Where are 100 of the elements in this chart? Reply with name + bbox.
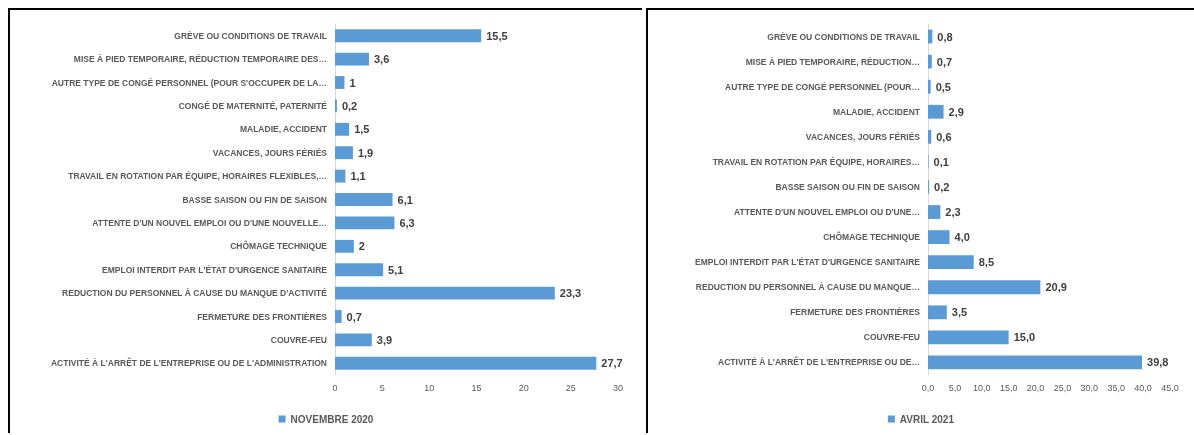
bar [928,330,1009,345]
data-label: 1,5 [354,123,370,136]
bar [335,286,555,300]
y-tick-label: AUTRE TYPE DE CONGÉ PERSONNEL (POUR… [725,81,920,92]
y-tick-label: EMPLOI INTERDIT PAR L'ÉTAT D'URGENCE SANITAIRE [695,257,921,268]
x-tick-label: 25 [565,382,576,393]
legend-label: NOVEMBRE 2020 [290,413,374,425]
data-label: 20,9 [1045,281,1067,294]
y-tick-label: ACTIVITÉ À L'ARRÊT DE L'ENTREPRISE OU DE L'ADMINISTRATION [50,357,327,369]
bar [928,355,1143,370]
y-tick-label: VACANCES, JOURS FÉRIÉS [805,131,921,142]
data-label: 1,9 [357,146,374,159]
x-tick-label: 15,0 [999,382,1018,393]
data-label: 3,9 [376,333,393,346]
bar [335,356,597,370]
data-label: 4,0 [954,231,970,244]
y-tick-label: MISE À PIED TEMPORAIRE, RÉDUCTION TEMPORAIRE DES… [73,54,327,65]
data-label: 0,6 [936,130,952,143]
y-tick-label: EMPLOI INTERDIT PAR L'ÉTAT D'URGENCE SANITAIRE [102,264,328,275]
bar [335,239,354,253]
data-label: 0,2 [341,99,358,112]
data-label: 1 [349,76,356,89]
data-label: 6,1 [397,193,413,206]
x-tick-label: 40,0 [1134,382,1152,393]
y-tick-label: COUVRE-FEU [270,334,327,345]
bar [928,230,950,244]
bar [335,122,350,136]
y-tick-label: MALADIE, ACCIDENT [239,124,328,135]
data-label: 0,2 [934,180,950,193]
bar [928,305,947,320]
bar [928,104,944,119]
x-tick-label: 10,0 [973,382,991,393]
y-tick-label: AUTRE TYPE DE CONGÉ PERSONNEL (POUR S'OCCUPER DE LA… [51,77,327,88]
data-label: 5,1 [388,263,404,276]
data-label: 0,1 [933,155,949,168]
bar [335,29,482,43]
data-label: 8,5 [978,256,995,269]
y-tick-label: GRÈVE OU CONDITIONS DE TRAVAIL [767,31,920,42]
x-tick-label: 5,0 [948,382,962,393]
x-tick-label: 10 [424,382,435,393]
y-tick-label: FERMETURE DES FRONTIÈRES [197,311,328,322]
y-tick-label: CHÔMAGE TECHNIQUE [230,240,328,252]
data-label: 0,5 [935,80,951,93]
x-tick-label: 35,0 [1107,382,1125,393]
data-label: 15,5 [486,29,508,42]
y-tick-label: REDUCTION DU PERSONNEL À CAUSE DU MANQUE D'ACTIVITÉ [62,288,328,299]
data-label: 27,7 [601,357,623,370]
data-label: 0,8 [937,30,953,43]
bar [928,280,1041,295]
data-label: 0,7 [346,310,362,323]
y-tick-label: BASSE SAISON OU FIN DE SAISON [775,181,920,192]
data-label: 3,6 [373,53,390,66]
data-label: 2,9 [948,105,964,118]
x-tick-label: 15 [471,382,482,393]
data-label: 23,3 [559,287,582,300]
data-label: 1,1 [350,170,366,183]
data-label: 3,5 [951,306,968,319]
y-tick-label: COUVRE-FEU [863,332,920,343]
x-tick-label: 20 [518,382,529,393]
y-tick-label: TRAVAIL EN ROTATION PAR ÉQUIPE, HORAIRES FLEXIBLES,… [68,171,327,182]
x-tick-label: 20,0 [1026,382,1045,393]
x-tick-label: 0 [332,382,338,393]
y-tick-label: ACTIVITÉ À L'ARRÊT DE L'ENTREPRISE OU DE… [718,356,920,368]
y-tick-label: ATTENTE D'UN NOUVEL EMPLOI OU D'UNE NOUVELLE… [92,217,327,228]
bar [928,205,941,219]
x-tick-label: 30,0 [1080,382,1099,393]
data-label: 39,8 [1147,356,1169,369]
y-tick-label: MALADIE, ACCIDENT [832,106,921,117]
bar [335,193,393,206]
bar [335,146,353,160]
bar [928,54,932,69]
y-tick-label: TRAVAIL EN ROTATION PAR ÉQUIPE, HORAIRES… [712,156,920,167]
bar [928,255,974,270]
bar [335,76,345,89]
data-label: 2 [358,240,365,253]
data-label: 15,0 [1013,331,1036,344]
y-tick-label: CONGÉ DE MATERNITÉ, PATERNITÉ [178,100,328,111]
bar [928,129,932,144]
y-tick-label: REDUCTION DU PERSONNEL À CAUSE DU MANQUE… [695,282,920,293]
y-tick-label: BASSE SAISON OU FIN DE SAISON [182,194,327,205]
y-tick-label: FERMETURE DES FRONTIÈRES [790,307,921,318]
y-tick-label: MISE À PIED TEMPORAIRE, RÉDUCTION… [745,56,920,67]
bar [335,310,342,323]
x-tick-label: 30 [612,382,624,393]
legend-label: AVRIL 2021 [899,413,955,425]
x-tick-label: 0,0 [921,382,935,393]
bar [335,263,384,277]
bar [335,333,372,347]
bar [928,79,931,94]
data-label: 6,3 [399,216,415,229]
bar [335,169,346,183]
x-tick-label: 5 [379,382,385,393]
y-tick-label: VACANCES, JOURS FÉRIÉS [212,147,328,158]
bar [335,52,369,66]
y-tick-label: CHÔMAGE TECHNIQUE [823,231,921,243]
data-label: 2,3 [945,206,961,219]
y-tick-label: ATTENTE D'UN NOUVEL EMPLOI OU D'UNE… [733,207,920,218]
x-tick-label: 25,0 [1053,382,1072,393]
data-label: 0,7 [936,55,953,68]
bar [335,216,395,230]
